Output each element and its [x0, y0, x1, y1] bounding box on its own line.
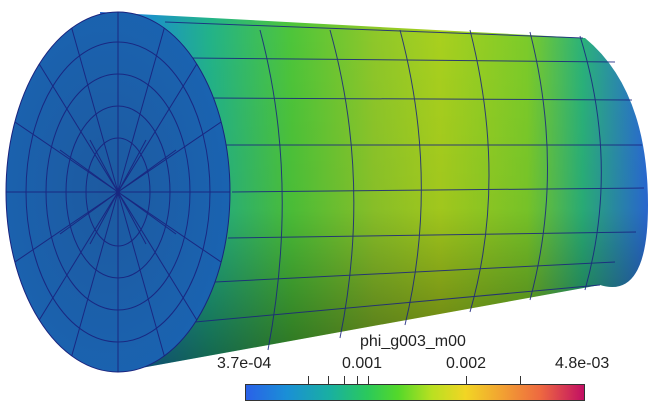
cap-mesh-lines — [6, 12, 230, 372]
body-mesh-lines — [164, 21, 645, 351]
